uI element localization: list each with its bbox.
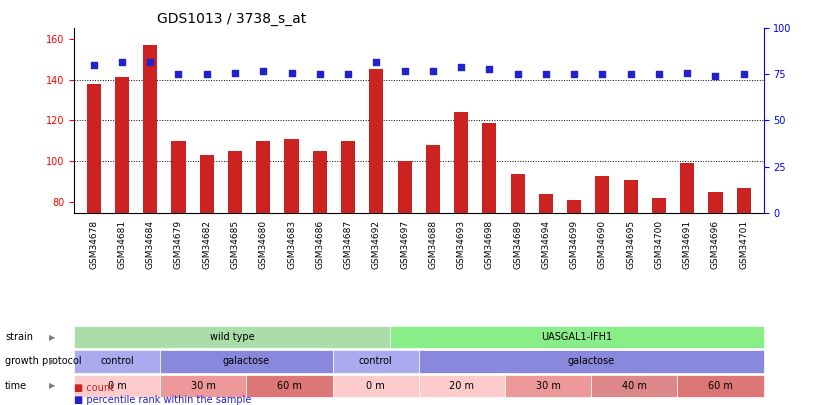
Text: time: time [5,381,27,391]
Text: galactose: galactose [222,356,270,367]
Point [624,71,637,78]
Point [342,71,355,78]
Point [483,66,496,72]
Bar [369,69,383,366]
Point [285,69,298,76]
Text: ■ percentile rank within the sample: ■ percentile rank within the sample [74,395,251,405]
Point [87,62,100,68]
Point [314,71,327,78]
Point [398,68,411,74]
Text: wild type: wild type [209,332,255,342]
Text: GDS1013 / 3738_s_at: GDS1013 / 3738_s_at [157,12,306,26]
Text: growth protocol: growth protocol [5,356,81,367]
Text: ▶: ▶ [49,381,56,390]
Text: 0 m: 0 m [366,381,385,391]
Point [567,71,580,78]
Bar [736,188,751,366]
Bar [228,151,242,366]
Text: control: control [100,356,134,367]
Text: 30 m: 30 m [190,381,216,391]
Bar [595,176,609,366]
Text: ▶: ▶ [49,333,56,342]
Bar [284,139,299,366]
Bar [680,164,695,366]
Bar [539,194,553,366]
Bar [86,83,101,366]
Point [200,71,213,78]
Point [539,71,553,78]
Point [228,69,241,76]
Bar [341,141,355,366]
Bar [709,192,722,366]
Point [709,73,722,79]
Text: ■ count: ■ count [74,383,114,393]
Point [144,58,157,65]
Point [596,71,609,78]
Bar [313,151,327,366]
Bar [652,198,666,366]
Text: 30 m: 30 m [535,381,561,391]
Text: 20 m: 20 m [449,381,475,391]
Bar [426,145,440,366]
Point [369,58,383,65]
Text: 60 m: 60 m [277,381,302,391]
Bar [454,112,468,366]
Text: galactose: galactose [567,356,615,367]
Text: 0 m: 0 m [108,381,126,391]
Point [257,68,270,74]
Point [511,71,524,78]
Bar [256,141,270,366]
Bar [172,141,186,366]
Bar [200,155,213,366]
Text: 40 m: 40 m [621,381,647,391]
Bar [624,180,638,366]
Bar [567,200,581,366]
Point [116,58,129,65]
Text: ▶: ▶ [49,357,56,366]
Text: UASGAL1-IFH1: UASGAL1-IFH1 [541,332,612,342]
Bar [115,77,129,366]
Text: strain: strain [5,332,33,342]
Bar [143,45,158,366]
Bar [397,162,411,366]
Bar [482,123,497,366]
Point [172,71,185,78]
Point [426,68,439,74]
Text: control: control [359,356,392,367]
Point [737,71,750,78]
Point [455,64,468,70]
Bar [511,174,525,366]
Point [681,69,694,76]
Text: 60 m: 60 m [708,381,733,391]
Point [653,71,666,78]
